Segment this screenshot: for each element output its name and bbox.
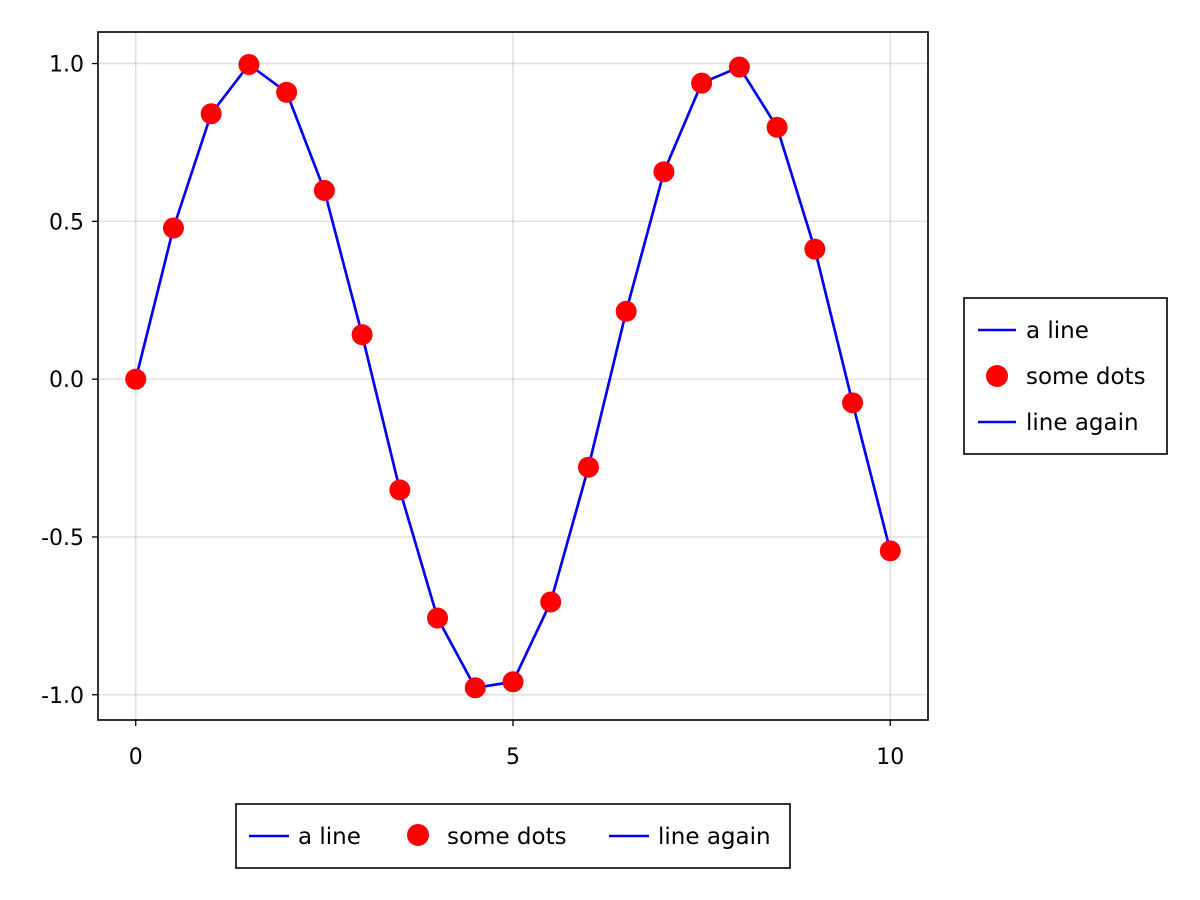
data-point bbox=[351, 324, 373, 346]
data-point bbox=[653, 161, 675, 183]
legend-bottom-label: a line bbox=[298, 824, 361, 850]
data-point bbox=[615, 300, 637, 322]
data-point bbox=[427, 607, 449, 629]
y-tick-label: 1.0 bbox=[49, 53, 84, 78]
legend-bottom-label: line again bbox=[658, 824, 771, 850]
data-point bbox=[200, 103, 222, 125]
legend-right-label: a line bbox=[1026, 318, 1089, 344]
legend-bottom-dot-swatch bbox=[407, 824, 429, 846]
y-tick-label: -0.5 bbox=[41, 526, 84, 551]
data-point bbox=[464, 677, 486, 699]
data-point bbox=[766, 116, 788, 138]
y-tick-label: 0.0 bbox=[49, 368, 84, 393]
legend-bottom-frame bbox=[235, 803, 791, 869]
data-point bbox=[879, 540, 901, 562]
data-point bbox=[728, 56, 750, 78]
legend-right-dot-swatch bbox=[986, 365, 1008, 387]
data-point bbox=[389, 479, 411, 501]
y-tick-label: -1.0 bbox=[41, 684, 84, 709]
y-tick-label: 0.5 bbox=[49, 210, 84, 235]
plot-series bbox=[125, 54, 901, 699]
data-point bbox=[313, 179, 335, 201]
legend-right: a line some dots line again bbox=[963, 297, 1168, 455]
x-tick-label: 10 bbox=[876, 745, 904, 770]
data-point bbox=[125, 368, 147, 390]
x-tick-label: 5 bbox=[506, 745, 520, 770]
axis-ticks: 0 5 10 1.0 0.5 0.0 -0.5 -1.0 bbox=[41, 53, 904, 770]
data-point bbox=[577, 456, 599, 478]
data-point bbox=[804, 238, 826, 260]
data-point bbox=[502, 671, 524, 693]
data-point bbox=[276, 81, 298, 103]
data-point bbox=[540, 591, 562, 613]
data-point bbox=[238, 54, 260, 76]
data-point bbox=[162, 217, 184, 239]
legend-right-label: line again bbox=[1026, 410, 1139, 436]
data-point bbox=[842, 392, 864, 414]
legend-right-label: some dots bbox=[1026, 364, 1146, 390]
grid-lines bbox=[98, 32, 928, 720]
x-tick-label: 0 bbox=[129, 745, 143, 770]
legend-bottom-label: some dots bbox=[447, 824, 567, 850]
data-point bbox=[691, 72, 713, 94]
legend-bottom: a line some dots line again bbox=[235, 803, 791, 869]
